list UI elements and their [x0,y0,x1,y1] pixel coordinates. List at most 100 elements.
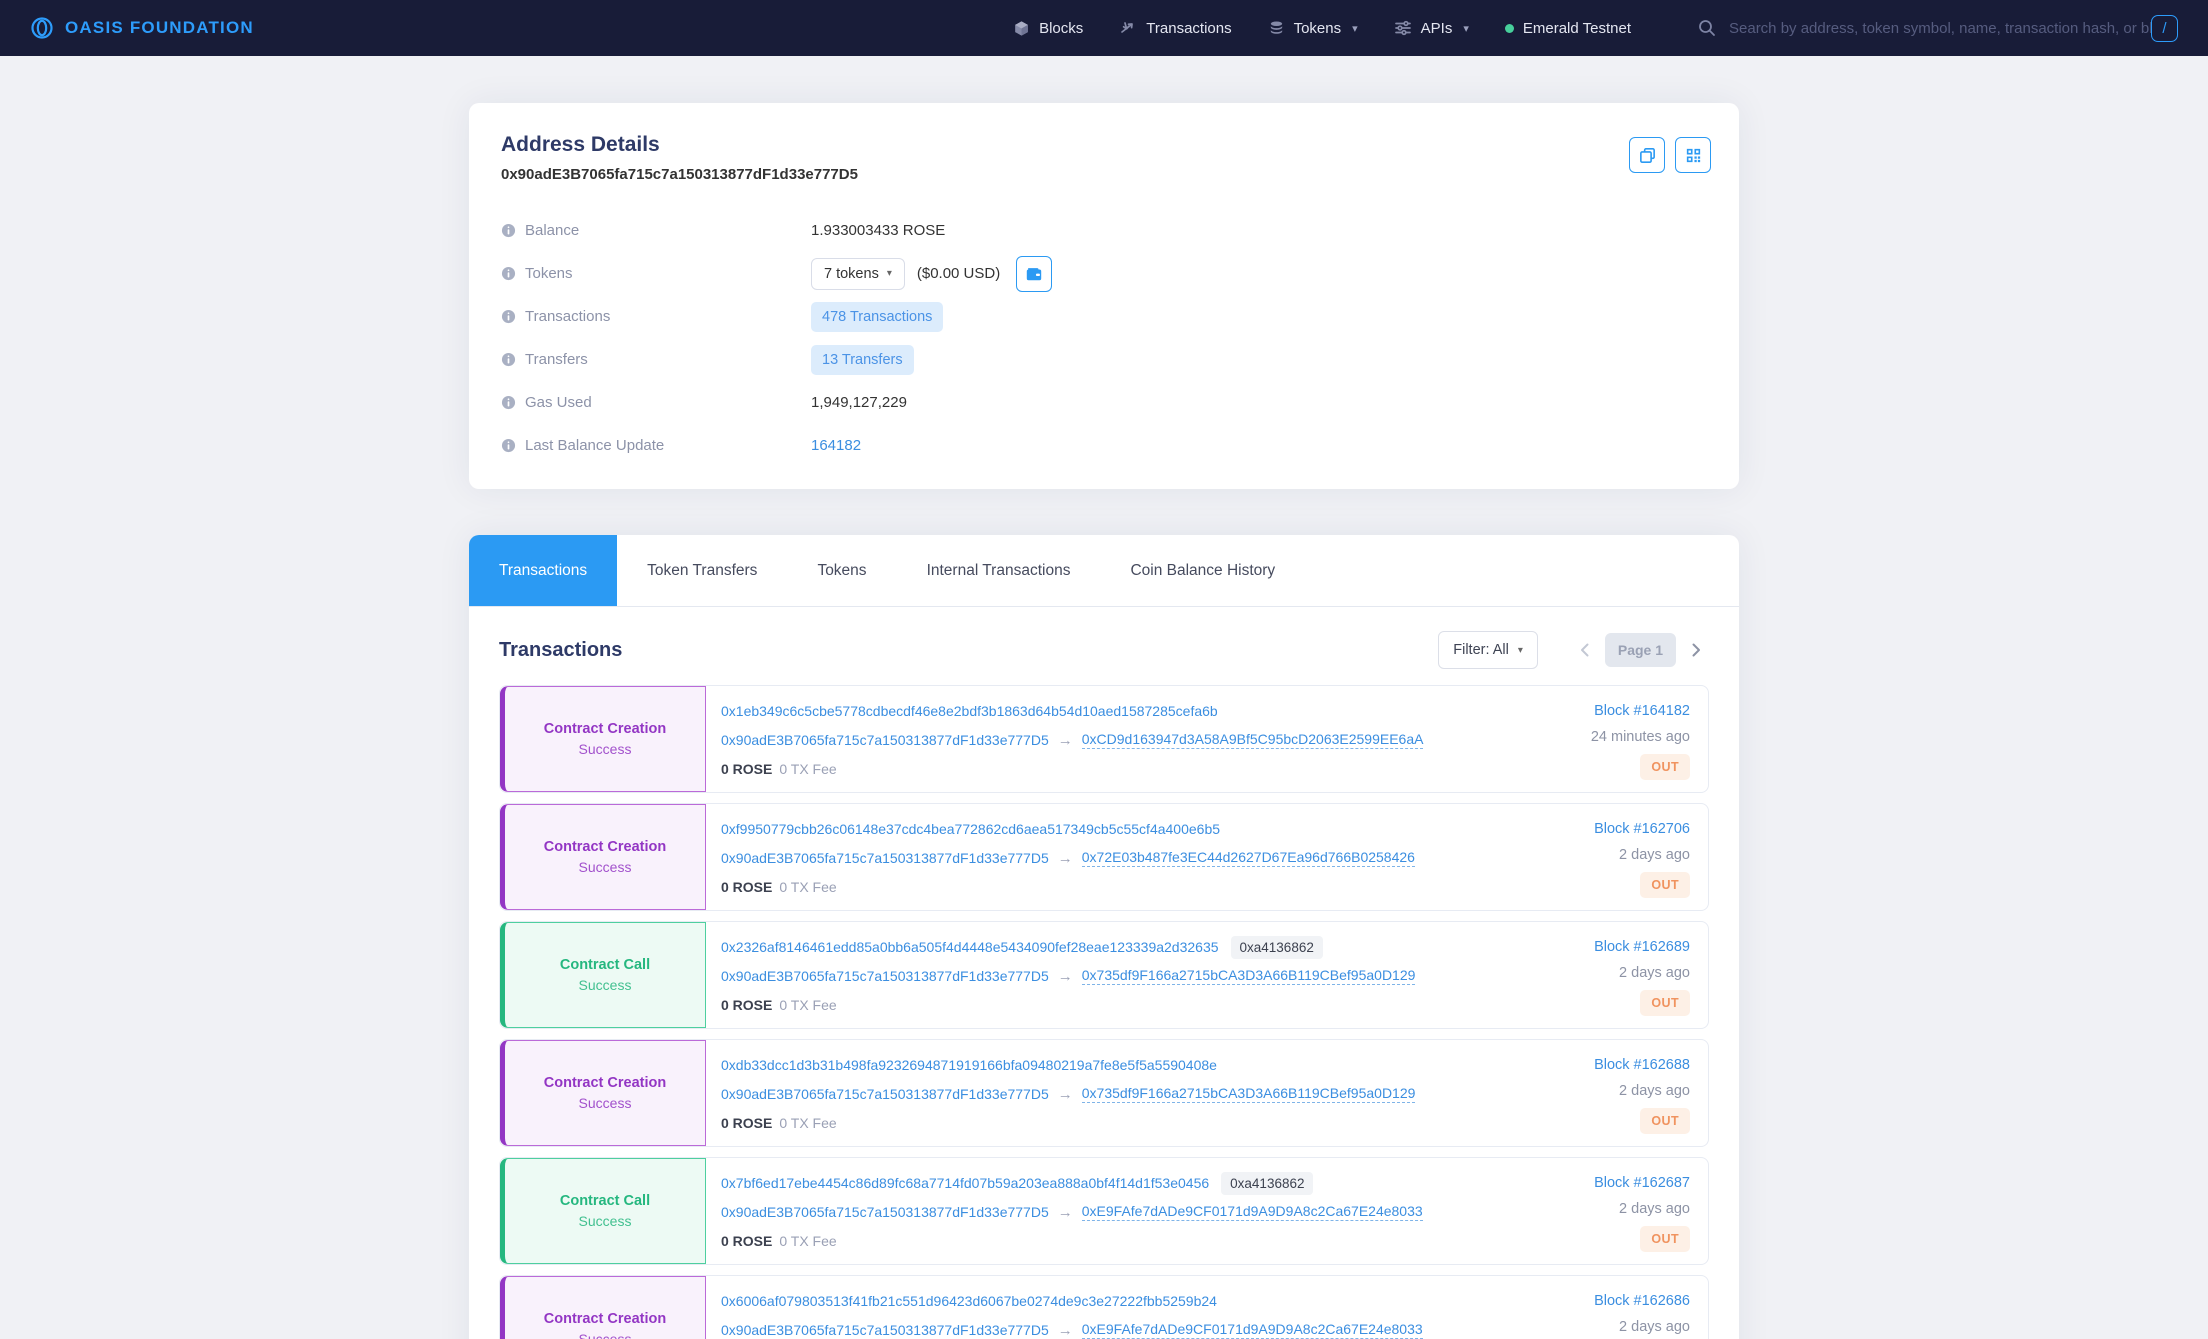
tokens-row: Tokens 7 tokens ▾ ($0.00 USD) [501,252,1707,295]
filter-dropdown[interactable]: Filter: All ▾ [1438,631,1538,669]
info-icon [501,266,516,281]
tx-hash-link[interactable]: 0x2326af8146461edd85a0bb6a505f4d4448e543… [721,939,1219,955]
address-value: 0x90adE3B7065fa715c7a150313877dF1d33e777… [501,166,858,183]
transaction-row: Contract Creation Success 0x1eb349c6c5cb… [499,685,1709,793]
tab-coin-balance-history[interactable]: Coin Balance History [1130,561,1276,579]
cube-icon [1013,20,1030,37]
balance-label: Balance [525,222,580,239]
nav-item-network[interactable]: Emerald Testnet [1504,20,1631,37]
chevron-down-icon: ▾ [1517,644,1523,656]
qr-code-button[interactable] [1675,137,1711,173]
arrow-right-icon: → [1057,731,1073,749]
method-id-badge: 0xa4136862 [1221,1171,1314,1195]
last-balance-update-row: Last Balance Update 164182 [501,424,1707,467]
block-link[interactable]: Block #162687 [1594,1175,1690,1191]
from-address-link[interactable]: 0x90adE3B7065fa715c7a150313877dF1d33e777… [721,1086,1049,1102]
nav-item-apis[interactable]: APIs ▾ [1394,19,1469,37]
transactions-section-header: Transactions Filter: All ▾ Page 1 [469,631,1739,669]
gas-used-value: 1,949,127,229 [811,394,907,411]
search-bar: / [1697,14,2181,42]
block-link[interactable]: Block #162689 [1594,939,1690,955]
tx-hash-link[interactable]: 0xdb33dcc1d3b31b498fa9232694871919166bfa… [721,1057,1217,1073]
nav-item-transactions[interactable]: Transactions [1119,19,1232,37]
to-address-link[interactable]: 0x72E03b487fe3EC44d2627D67Ea96d766B02584… [1081,849,1415,867]
page-number-badge: Page 1 [1604,633,1676,667]
tx-age: 24 minutes ago [1590,729,1690,745]
tx-type-badge: Contract Call Success [500,922,706,1028]
tx-hash-link[interactable]: 0x7bf6ed17ebe4454c86d89fc68a7714fd07b59a… [721,1175,1210,1191]
tx-value: 0 ROSE [721,997,773,1013]
from-address-link[interactable]: 0x90adE3B7065fa715c7a150313877dF1d33e777… [721,850,1049,866]
tx-fee: 0 TX Fee [779,997,837,1013]
tokens-dropdown[interactable]: 7 tokens ▾ [811,257,905,290]
filter-label: Filter: All [1453,642,1509,658]
chevron-right-icon [1692,643,1700,657]
method-id-badge: 0xa4136862 [1230,935,1323,959]
oasis-logo-icon [30,16,54,40]
transactions-row: Transactions 478 Transactions [501,295,1707,338]
transaction-row: Contract Creation Success 0xf9950779cbb2… [499,803,1709,911]
tx-type: Contract Call [559,957,651,973]
tx-status: Success [578,859,632,875]
transfer-arrows-icon [1119,19,1137,37]
transactions-count-badge[interactable]: 478 Transactions [811,301,944,332]
block-link[interactable]: Block #164182 [1594,703,1690,719]
arrow-right-icon: → [1057,1085,1073,1103]
arrow-right-icon: → [1057,967,1073,985]
gas-used-row: Gas Used 1,949,127,229 [501,381,1707,424]
tx-value: 0 ROSE [721,761,773,777]
wallet-button[interactable] [1016,255,1053,292]
tx-type: Contract Creation [543,1311,667,1327]
network-status-dot [1504,23,1514,33]
next-page-button[interactable] [1684,637,1709,663]
to-address-link[interactable]: 0xE9FAfe7dADe9CF0171d9A9D9A8c2Ca67E24e80… [1081,1203,1423,1221]
info-icon [501,223,516,238]
to-address-link[interactable]: 0xE9FAfe7dADe9CF0171d9A9D9A8c2Ca67E24e80… [1081,1321,1423,1339]
transaction-row: Contract Call Success 0x7bf6ed17ebe4454c… [499,1157,1709,1265]
address-detail-rows: Balance 1.933003433 ROSE Tokens 7 tokens… [501,209,1707,467]
tx-status: Success [578,741,632,757]
nav-item-tokens[interactable]: Tokens ▾ [1268,20,1358,37]
qr-code-icon [1684,146,1703,165]
tx-age: 2 days ago [1619,847,1690,863]
from-address-link[interactable]: 0x90adE3B7065fa715c7a150313877dF1d33e777… [721,1204,1049,1220]
tab-internal-transactions[interactable]: Internal Transactions [926,561,1071,579]
from-address-link[interactable]: 0x90adE3B7065fa715c7a150313877dF1d33e777… [721,968,1049,984]
balance-value: 1.933003433 ROSE [811,222,946,239]
chevron-down-icon: ▾ [1463,22,1469,35]
brand-logo[interactable]: OASIS FOUNDATION [30,16,254,40]
transfers-label: Transfers [525,351,588,368]
search-input[interactable] [1729,19,2181,37]
tab-transactions[interactable]: Transactions [469,535,618,606]
to-address-link[interactable]: 0xCD9d163947d3A58A9Bf5C95bcD2063E2599EE6… [1081,731,1424,749]
tab-tokens[interactable]: Tokens [817,561,867,579]
last-balance-update-block-link[interactable]: 164182 [811,437,862,454]
nav-label-tokens: Tokens [1293,19,1342,37]
tx-status: Success [578,977,632,993]
tx-age: 2 days ago [1619,1319,1690,1335]
info-icon [501,352,516,367]
top-navbar: OASIS FOUNDATION Blocks Transactions Tok… [0,0,2208,56]
prev-page-button[interactable] [1572,637,1597,663]
tx-fee: 0 TX Fee [779,1115,837,1131]
from-address-link[interactable]: 0x90adE3B7065fa715c7a150313877dF1d33e777… [721,732,1049,748]
from-address-link[interactable]: 0x90adE3B7065fa715c7a150313877dF1d33e777… [721,1322,1049,1338]
tx-value: 0 ROSE [721,879,773,895]
tx-type-badge: Contract Creation Success [500,804,706,910]
tx-hash-link[interactable]: 0x6006af079803513f41fb21c551d96423d6067b… [721,1293,1217,1309]
block-link[interactable]: Block #162686 [1594,1293,1690,1309]
tx-type: Contract Creation [543,721,667,737]
block-link[interactable]: Block #162688 [1594,1057,1690,1073]
nav-item-blocks[interactable]: Blocks [1013,20,1083,37]
info-icon [501,438,516,453]
block-link[interactable]: Block #162706 [1594,821,1690,837]
tx-hash-link[interactable]: 0xf9950779cbb26c06148e37cdc4bea772862cd6… [721,821,1221,837]
address-details-card: Address Details 0x90adE3B7065fa715c7a150… [469,103,1739,489]
tab-token-transfers[interactable]: Token Transfers [647,561,758,579]
info-icon [501,395,516,410]
to-address-link[interactable]: 0x735df9F166a2715bCA3D3A66B119CBef95a0D1… [1081,1085,1416,1103]
copy-address-button[interactable] [1629,137,1665,173]
tx-hash-link[interactable]: 0x1eb349c6c5cbe5778cdbecdf46e8e2bdf3b186… [721,703,1218,719]
to-address-link[interactable]: 0x735df9F166a2715bCA3D3A66B119CBef95a0D1… [1081,967,1416,985]
transfers-count-badge[interactable]: 13 Transfers [811,344,914,375]
